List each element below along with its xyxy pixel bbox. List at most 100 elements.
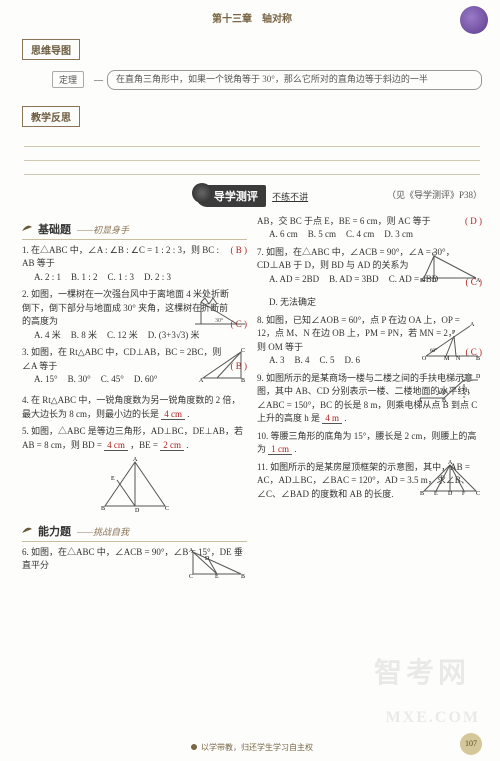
q6-opts: A. 6 cm B. 5 cm C. 4 cm D. 3 cm xyxy=(257,228,482,242)
question-6: A B C D E 6. 如图，在△ABC 中，∠ACB = 90°，∠B = … xyxy=(22,546,247,580)
q4-stem: 在 Rt△ABC 中，一锐角度数为另一锐角度数的 2 倍，最大边长为 8 cm，… xyxy=(22,395,240,419)
question-2: 30° ( C ) 2. 如图，一棵树在一次强台风中于离地面 4 米处折断倒下，… xyxy=(22,288,247,342)
theorem-text: 在直角三角形中，如果一个锐角等于 30°，那么它所对的直角边等于斜边的一半 xyxy=(107,70,482,90)
svg-text:B: B xyxy=(476,356,480,362)
writing-line xyxy=(24,161,480,175)
q6-opt-d: D. 3 cm xyxy=(384,228,413,242)
q9-figure: A B C D h 150° xyxy=(416,372,482,402)
ability-heading: 能力题 ——挑战自我 xyxy=(22,523,247,542)
q5-figure: A B C D E xyxy=(95,456,175,512)
q7-figure: B A C D xyxy=(418,252,482,282)
svg-text:A: A xyxy=(133,457,138,463)
q11-figure: A B C D E F xyxy=(418,461,482,495)
q5-ans2: 2 cm xyxy=(160,440,184,451)
svg-text:A: A xyxy=(189,548,194,554)
q2-num: 2. xyxy=(22,289,29,299)
svg-text:E: E xyxy=(434,491,438,497)
q2-figure: 30° xyxy=(191,292,247,328)
q7-opt-b: B. AD = 3BD xyxy=(329,273,379,287)
q2-opt-c: C. 12 米 xyxy=(107,329,138,343)
svg-text:60°: 60° xyxy=(430,349,437,354)
question-6-cont: ( D ) AB，交 BC 于点 E，BE = 6 cm，则 AC 等于 A. … xyxy=(257,215,482,242)
q1-num: 1. xyxy=(22,245,29,255)
svg-text:C: C xyxy=(241,348,245,354)
svg-text:A: A xyxy=(448,460,453,466)
q5-tail: . xyxy=(186,440,188,450)
q8-opt-c: C. 5 xyxy=(320,354,335,368)
chapter-header: 第十三章 轴对称 xyxy=(22,10,482,25)
q2-opts: A. 4 米 B. 8 米 C. 12 米 D. (3+3√3) 米 xyxy=(22,329,231,343)
q3-num: 3. xyxy=(22,347,29,357)
q6-opt-a: A. 6 cm xyxy=(269,228,298,242)
q1-opt-d: D. 2 : 3 xyxy=(144,271,171,285)
svg-text:C: C xyxy=(165,506,169,512)
q1-opt-b: B. 1 : 2 xyxy=(71,271,98,285)
svg-text:A: A xyxy=(199,378,204,384)
svg-text:C: C xyxy=(189,574,193,580)
svg-text:C: C xyxy=(476,491,480,497)
svg-text:C: C xyxy=(432,252,436,258)
leaf-icon xyxy=(22,525,32,535)
question-4: 4. 在 Rt△ABC 中，一锐角度数为另一锐角度数的 2 倍，最大边长为 8 … xyxy=(22,394,247,421)
svg-text:30°: 30° xyxy=(215,317,224,324)
footer-text: 以学带教，归还学生学习自主权 xyxy=(201,742,313,753)
q11-num: 11. xyxy=(257,462,268,472)
q8-num: 8. xyxy=(257,315,264,325)
reflection-label: 教学反思 xyxy=(22,106,80,127)
svg-text:D: D xyxy=(448,491,453,497)
svg-text:B: B xyxy=(442,398,446,404)
banner-ref: （见《导学测评》P38） xyxy=(387,188,482,201)
right-column: ( D ) AB，交 BC 于点 E，BE = 6 cm，则 AC 等于 A. … xyxy=(257,215,482,584)
q7-opt-a: A. AD = 2BD xyxy=(269,273,319,287)
svg-text:N: N xyxy=(456,356,461,362)
watermark-1: 智考网 xyxy=(374,651,470,691)
q2-opt-b: B. 8 米 xyxy=(71,329,97,343)
q3-stem: 如图，在 Rt△ABC 中，CD⊥AB，BC = 2BC，则∠A 等于 xyxy=(22,347,221,371)
mascot-icon xyxy=(460,6,488,34)
q5-num: 5. xyxy=(22,426,29,436)
watermark-2: MXE.COM xyxy=(386,709,480,727)
q4-answer: 4 cm xyxy=(161,409,185,420)
q4-num: 4. xyxy=(22,395,29,405)
svg-text:O: O xyxy=(422,356,427,362)
svg-text:C: C xyxy=(462,374,466,380)
q7-opt-d: D. 无法确定 xyxy=(269,296,316,310)
q5-ans1: 4 cm xyxy=(104,440,128,451)
svg-text:F: F xyxy=(462,491,466,497)
q1-opt-c: C. 1 : 3 xyxy=(108,271,135,285)
question-9: A B C D h 150° 9. 如图所示的是某商场一楼与二楼之间的手扶电梯示… xyxy=(257,372,482,426)
q8-opt-a: A. 3 xyxy=(269,354,285,368)
leaf-icon xyxy=(22,223,32,233)
banner-sub: 不练不讲 xyxy=(272,190,308,203)
question-7: B A C D ( C ) 7. 如图，在△ABC 中，∠ACB = 90°，∠… xyxy=(257,246,482,310)
q9-tail: . xyxy=(344,413,346,423)
basic-sub: ——初显身手 xyxy=(77,223,129,236)
question-10: 10. 等腰三角形的底角为 15°，腰长是 2 cm，则腰上的高为 1 cm . xyxy=(257,430,482,457)
ability-sub: ——挑战自我 xyxy=(77,525,129,538)
q1-answer: ( B ) xyxy=(231,244,248,258)
q8-opt-d: D. 6 xyxy=(345,354,361,368)
q3-opt-c: C. 45° xyxy=(101,373,124,387)
q1-opts: A. 2 : 1 B. 1 : 2 C. 1 : 3 D. 2 : 3 xyxy=(22,271,247,285)
mindmap-label: 思维导图 xyxy=(22,39,80,60)
writing-line xyxy=(24,147,480,161)
q6-figure: A B C D E xyxy=(187,546,247,578)
q10-answer: 1 cm xyxy=(268,444,292,455)
dot-icon xyxy=(191,744,197,750)
q3-opt-d: D. 60° xyxy=(134,373,158,387)
q8-figure: O A B P M N 60° xyxy=(420,320,482,360)
q4-tail: . xyxy=(187,409,189,419)
question-3: A B C ( B ) 3. 如图，在 Rt△ABC 中，CD⊥AB，BC = … xyxy=(22,346,247,390)
q6-num: 6. xyxy=(22,547,29,557)
svg-text:E: E xyxy=(215,574,219,580)
q9-answer: 4 m xyxy=(322,413,342,424)
question-5: 5. 如图，△ABC 是等边三角形，AD⊥BC，DE⊥AB，若 AB = 8 c… xyxy=(22,425,247,517)
page-number: 107 xyxy=(460,733,482,755)
svg-text:M: M xyxy=(444,356,450,362)
svg-text:B: B xyxy=(241,574,245,580)
q3-opt-a: A. 15° xyxy=(34,373,58,387)
q2-opt-a: A. 4 米 xyxy=(34,329,61,343)
svg-text:P: P xyxy=(452,330,456,336)
svg-text:A: A xyxy=(476,278,481,284)
question-8: O A B P M N 60° ( C ) 8. 如图，已知∠AOB = 60°… xyxy=(257,314,482,368)
